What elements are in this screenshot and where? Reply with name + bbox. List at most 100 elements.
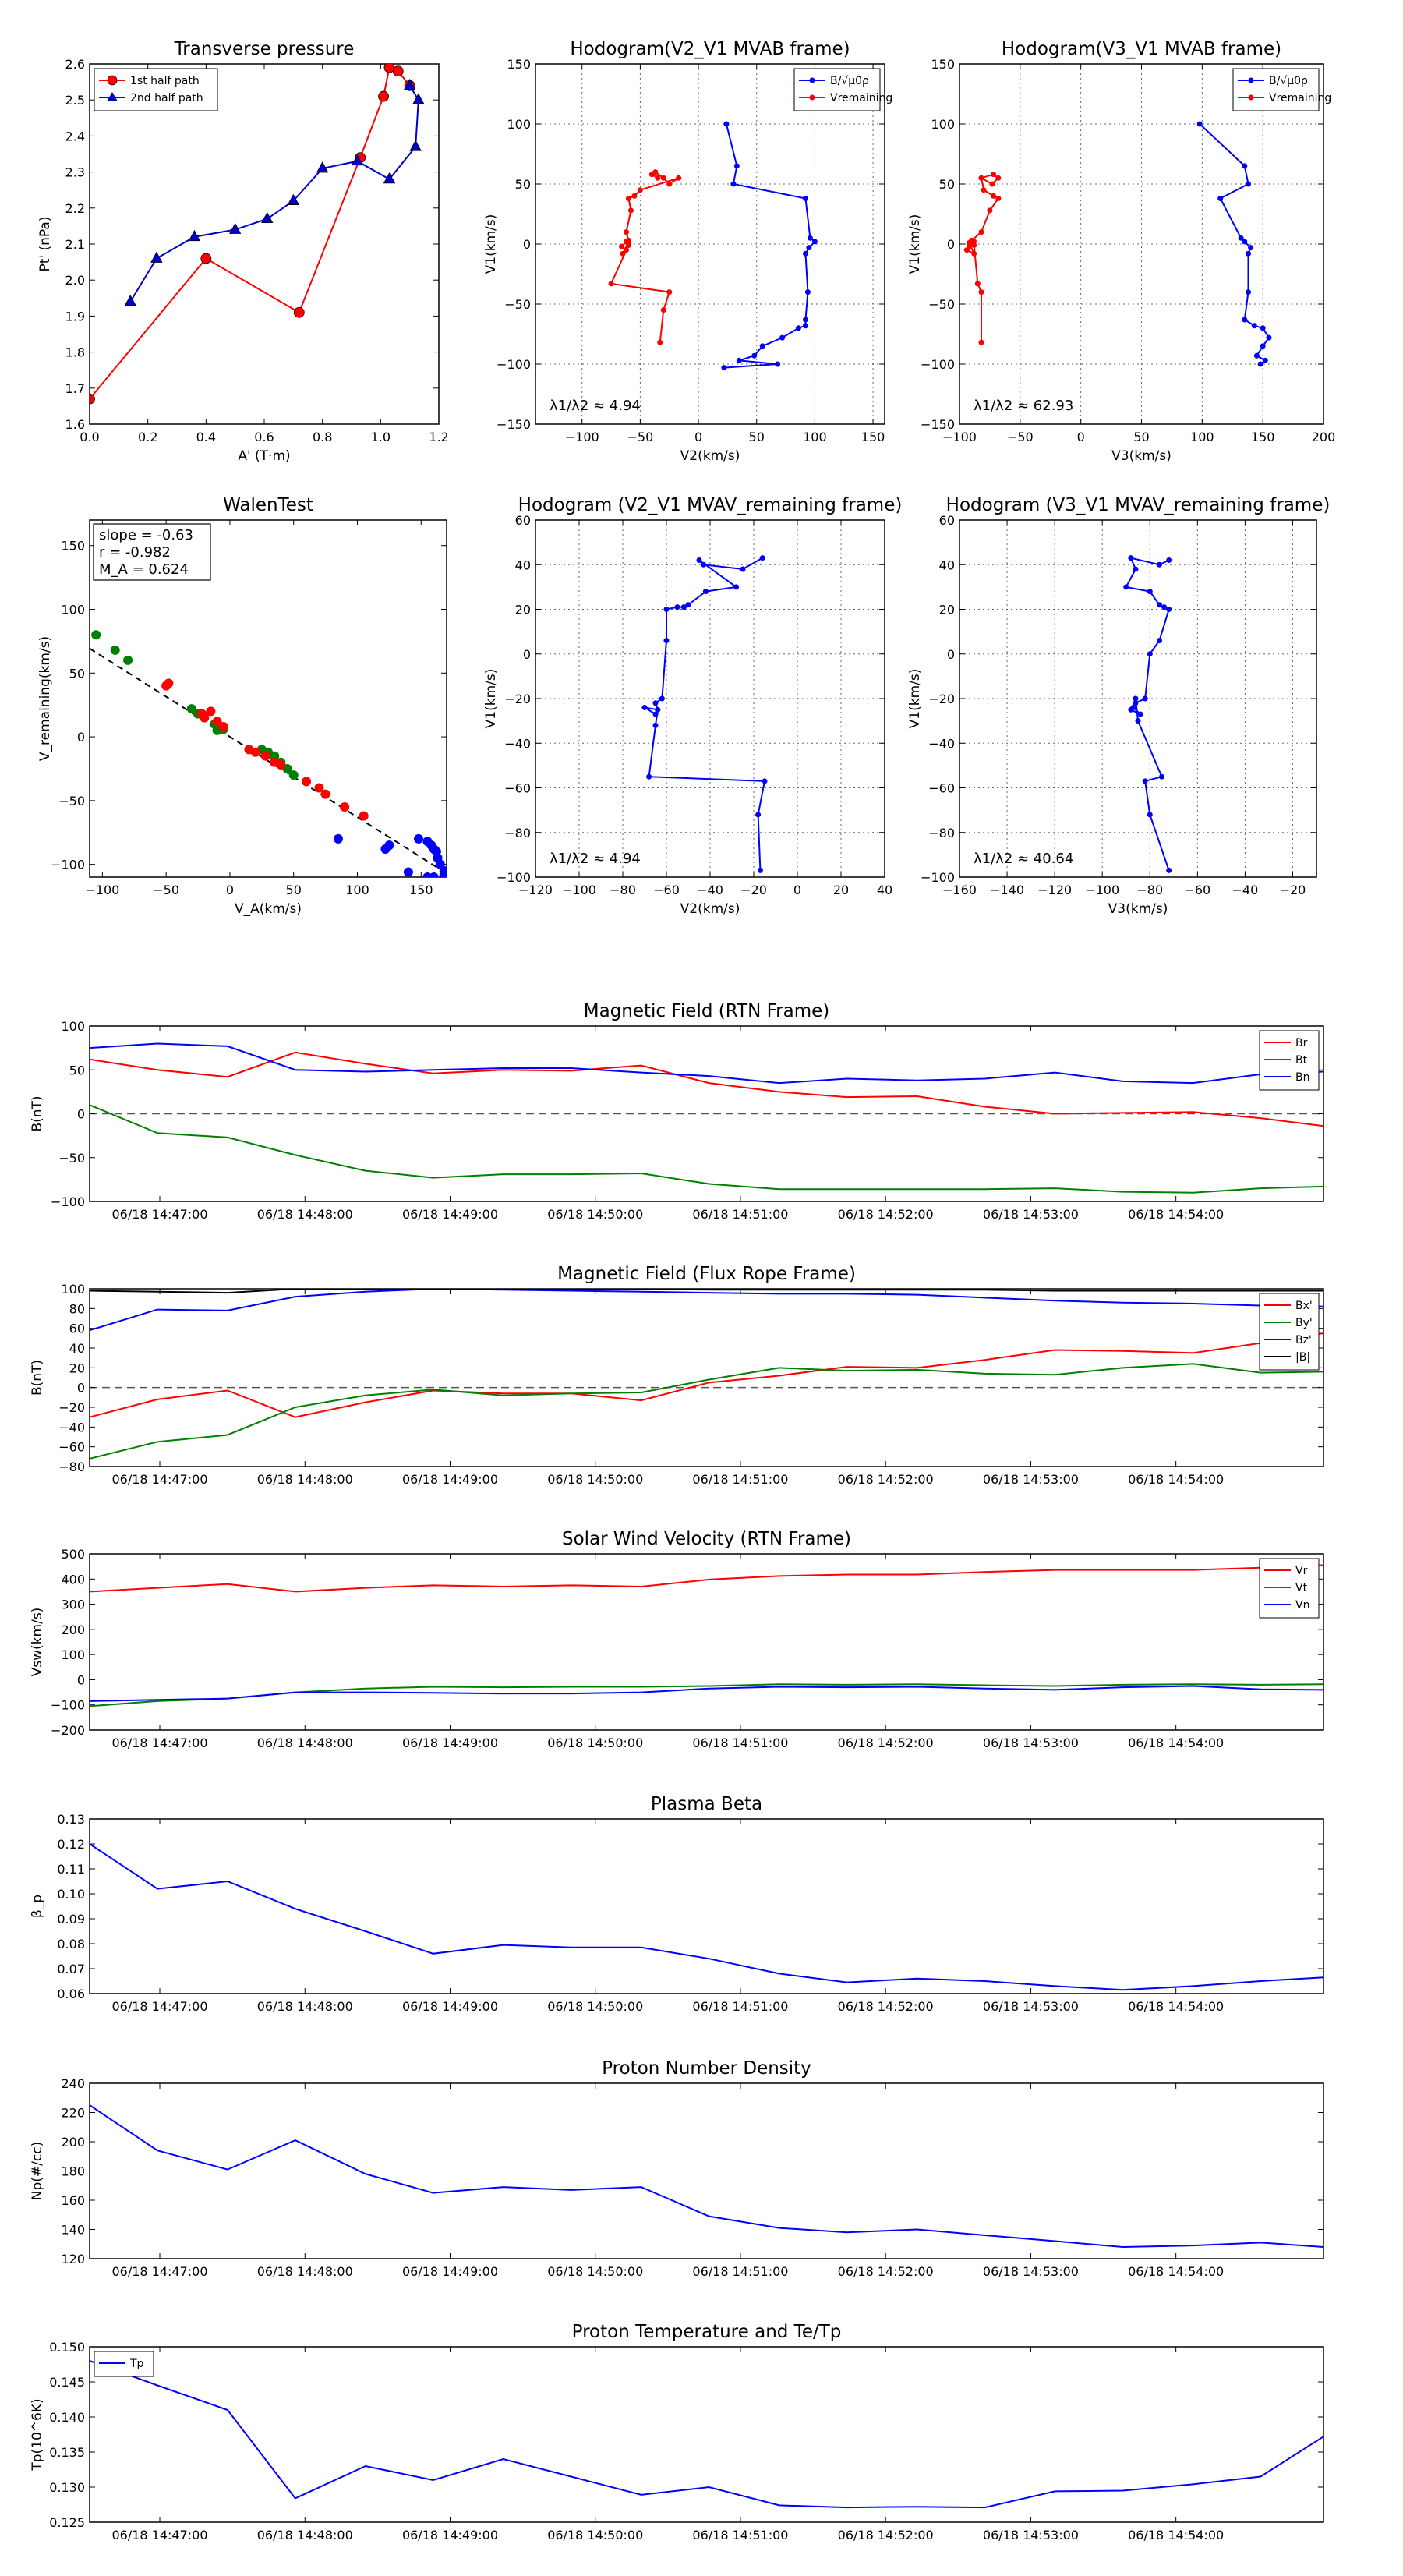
legend-label: B/√μ0ρ [830, 75, 869, 87]
lambda-annotation: λ1/λ2 ≈ 4.94 [550, 398, 641, 414]
legend-label: Vt [1295, 1582, 1308, 1594]
data-point [228, 222, 242, 234]
y-tick-label: 0.145 [49, 2375, 85, 2390]
x-tick-label: 06/18 14:49:00 [402, 1472, 498, 1487]
x-tick-label: 06/18 14:52:00 [838, 1999, 934, 2014]
x-axis-label: V3(km/s) [1108, 901, 1168, 917]
data-point [1260, 343, 1266, 349]
plot-area [90, 64, 425, 405]
x-tick-label: 06/18 14:54:00 [1128, 2528, 1224, 2542]
plot-area [641, 555, 768, 873]
data-point [987, 207, 993, 214]
x-tick-label: −120 [518, 883, 553, 897]
data-point [733, 163, 740, 169]
data-point [293, 306, 305, 318]
y-tick-label: 2.0 [65, 273, 85, 288]
data-point [974, 281, 981, 287]
y-tick-label: −50 [504, 297, 531, 312]
data-point [995, 195, 1002, 201]
plot-area [90, 2360, 1323, 2509]
x-tick-label: −20 [740, 883, 767, 897]
data-point [90, 393, 95, 405]
data-point [1166, 867, 1172, 873]
y-tick-label: 0.06 [57, 1987, 85, 2001]
x-tick-label: −50 [627, 430, 654, 444]
series-line-Vn [90, 1685, 1323, 1702]
data-point [1156, 638, 1162, 644]
data-point [978, 339, 984, 345]
x-tick-label: 06/18 14:52:00 [838, 1207, 934, 1222]
x-tick-label: 06/18 14:53:00 [983, 1472, 1079, 1487]
legend: Tp [94, 2351, 154, 2377]
y-axis-label: Tp(10^6K) [30, 2398, 45, 2471]
data-point [351, 154, 364, 166]
y-tick-label: −150 [497, 417, 531, 432]
data-point [1133, 700, 1139, 706]
plot-area [963, 121, 1272, 367]
y-tick-label: −100 [497, 357, 531, 372]
plot-area [90, 2104, 1323, 2249]
x-tick-label: 06/18 14:51:00 [692, 1736, 788, 1750]
y-axis-label: V1(km/s) [907, 214, 923, 274]
x-tick-label: 06/18 14:51:00 [692, 1207, 788, 1222]
y-tick-label: 50 [69, 1063, 85, 1077]
data-point [392, 65, 404, 77]
x-tick-label: 0.6 [254, 430, 274, 444]
data-point [981, 187, 987, 193]
y-tick-label: −100 [51, 858, 85, 872]
data-point [666, 289, 673, 295]
plot-frame [89, 63, 440, 425]
data-point [966, 239, 972, 246]
legend-box [1232, 68, 1320, 111]
y-tick-label: 150 [61, 539, 85, 554]
x-tick-label: 06/18 14:50:00 [547, 2264, 643, 2279]
legend: Bx' By' Bz' |B| [1259, 1293, 1320, 1371]
data-point [736, 357, 742, 363]
y-tick-label: −60 [58, 1440, 85, 1455]
y-tick-label: 100 [61, 1282, 85, 1297]
y-tick-label: 500 [61, 1547, 85, 1562]
chart-tp_temp: Proton Temperature and Te/Tp 0.125 0.130 0.… [30, 2322, 1324, 2542]
legend-label: Bz' [1295, 1334, 1312, 1346]
data-point [659, 695, 665, 702]
x-tick-label: 200 [1312, 430, 1336, 444]
data-point [1253, 352, 1260, 359]
plot-area [90, 1843, 1323, 1991]
data-point [755, 812, 762, 818]
chart-title: Transverse pressure [174, 39, 355, 59]
data-point [646, 773, 652, 780]
scatter-point [439, 869, 447, 877]
scatter-point [260, 751, 270, 761]
y-tick-label: 150 [507, 57, 531, 72]
data-point [802, 250, 808, 257]
data-point [287, 193, 300, 205]
x-tick-label: 0 [1077, 430, 1085, 444]
data-point [666, 181, 673, 187]
data-point [1242, 317, 1248, 323]
x-tick-label: 40 [877, 883, 892, 897]
data-point [383, 172, 396, 184]
data-point [1266, 334, 1272, 341]
y-tick-label: 200 [61, 2135, 85, 2150]
y-tick-label: 220 [61, 2106, 85, 2121]
x-axis-label: V2(km/s) [680, 901, 740, 917]
x-tick-label: 06/18 14:53:00 [983, 1999, 1079, 2014]
data-point [1217, 195, 1224, 201]
data-point [200, 253, 212, 264]
data-point [802, 317, 808, 323]
scatter-point [414, 833, 424, 844]
data-point [1260, 325, 1266, 331]
y-tick-label: −80 [928, 826, 955, 840]
chart-title: Proton Number Density [602, 2058, 811, 2079]
data-point [1142, 695, 1148, 702]
chart-title: Hodogram (V2_V1 MVAV_remaining frame) [518, 495, 903, 515]
data-point [1245, 181, 1251, 187]
x-tick-label: 06/18 14:48:00 [257, 1999, 353, 2014]
legend-box [94, 68, 218, 111]
chart-h1: Hodogram(V2_V1 MVAB frame) −150 −100 −50 0 50… [483, 39, 892, 464]
x-tick-label: −160 [942, 883, 977, 897]
chart-title: Magnetic Field (RTN Frame) [584, 1001, 830, 1021]
data-point [1128, 555, 1134, 561]
legend-label: Vr [1295, 1565, 1308, 1577]
y-tick-label: 0.13 [57, 1812, 85, 1827]
